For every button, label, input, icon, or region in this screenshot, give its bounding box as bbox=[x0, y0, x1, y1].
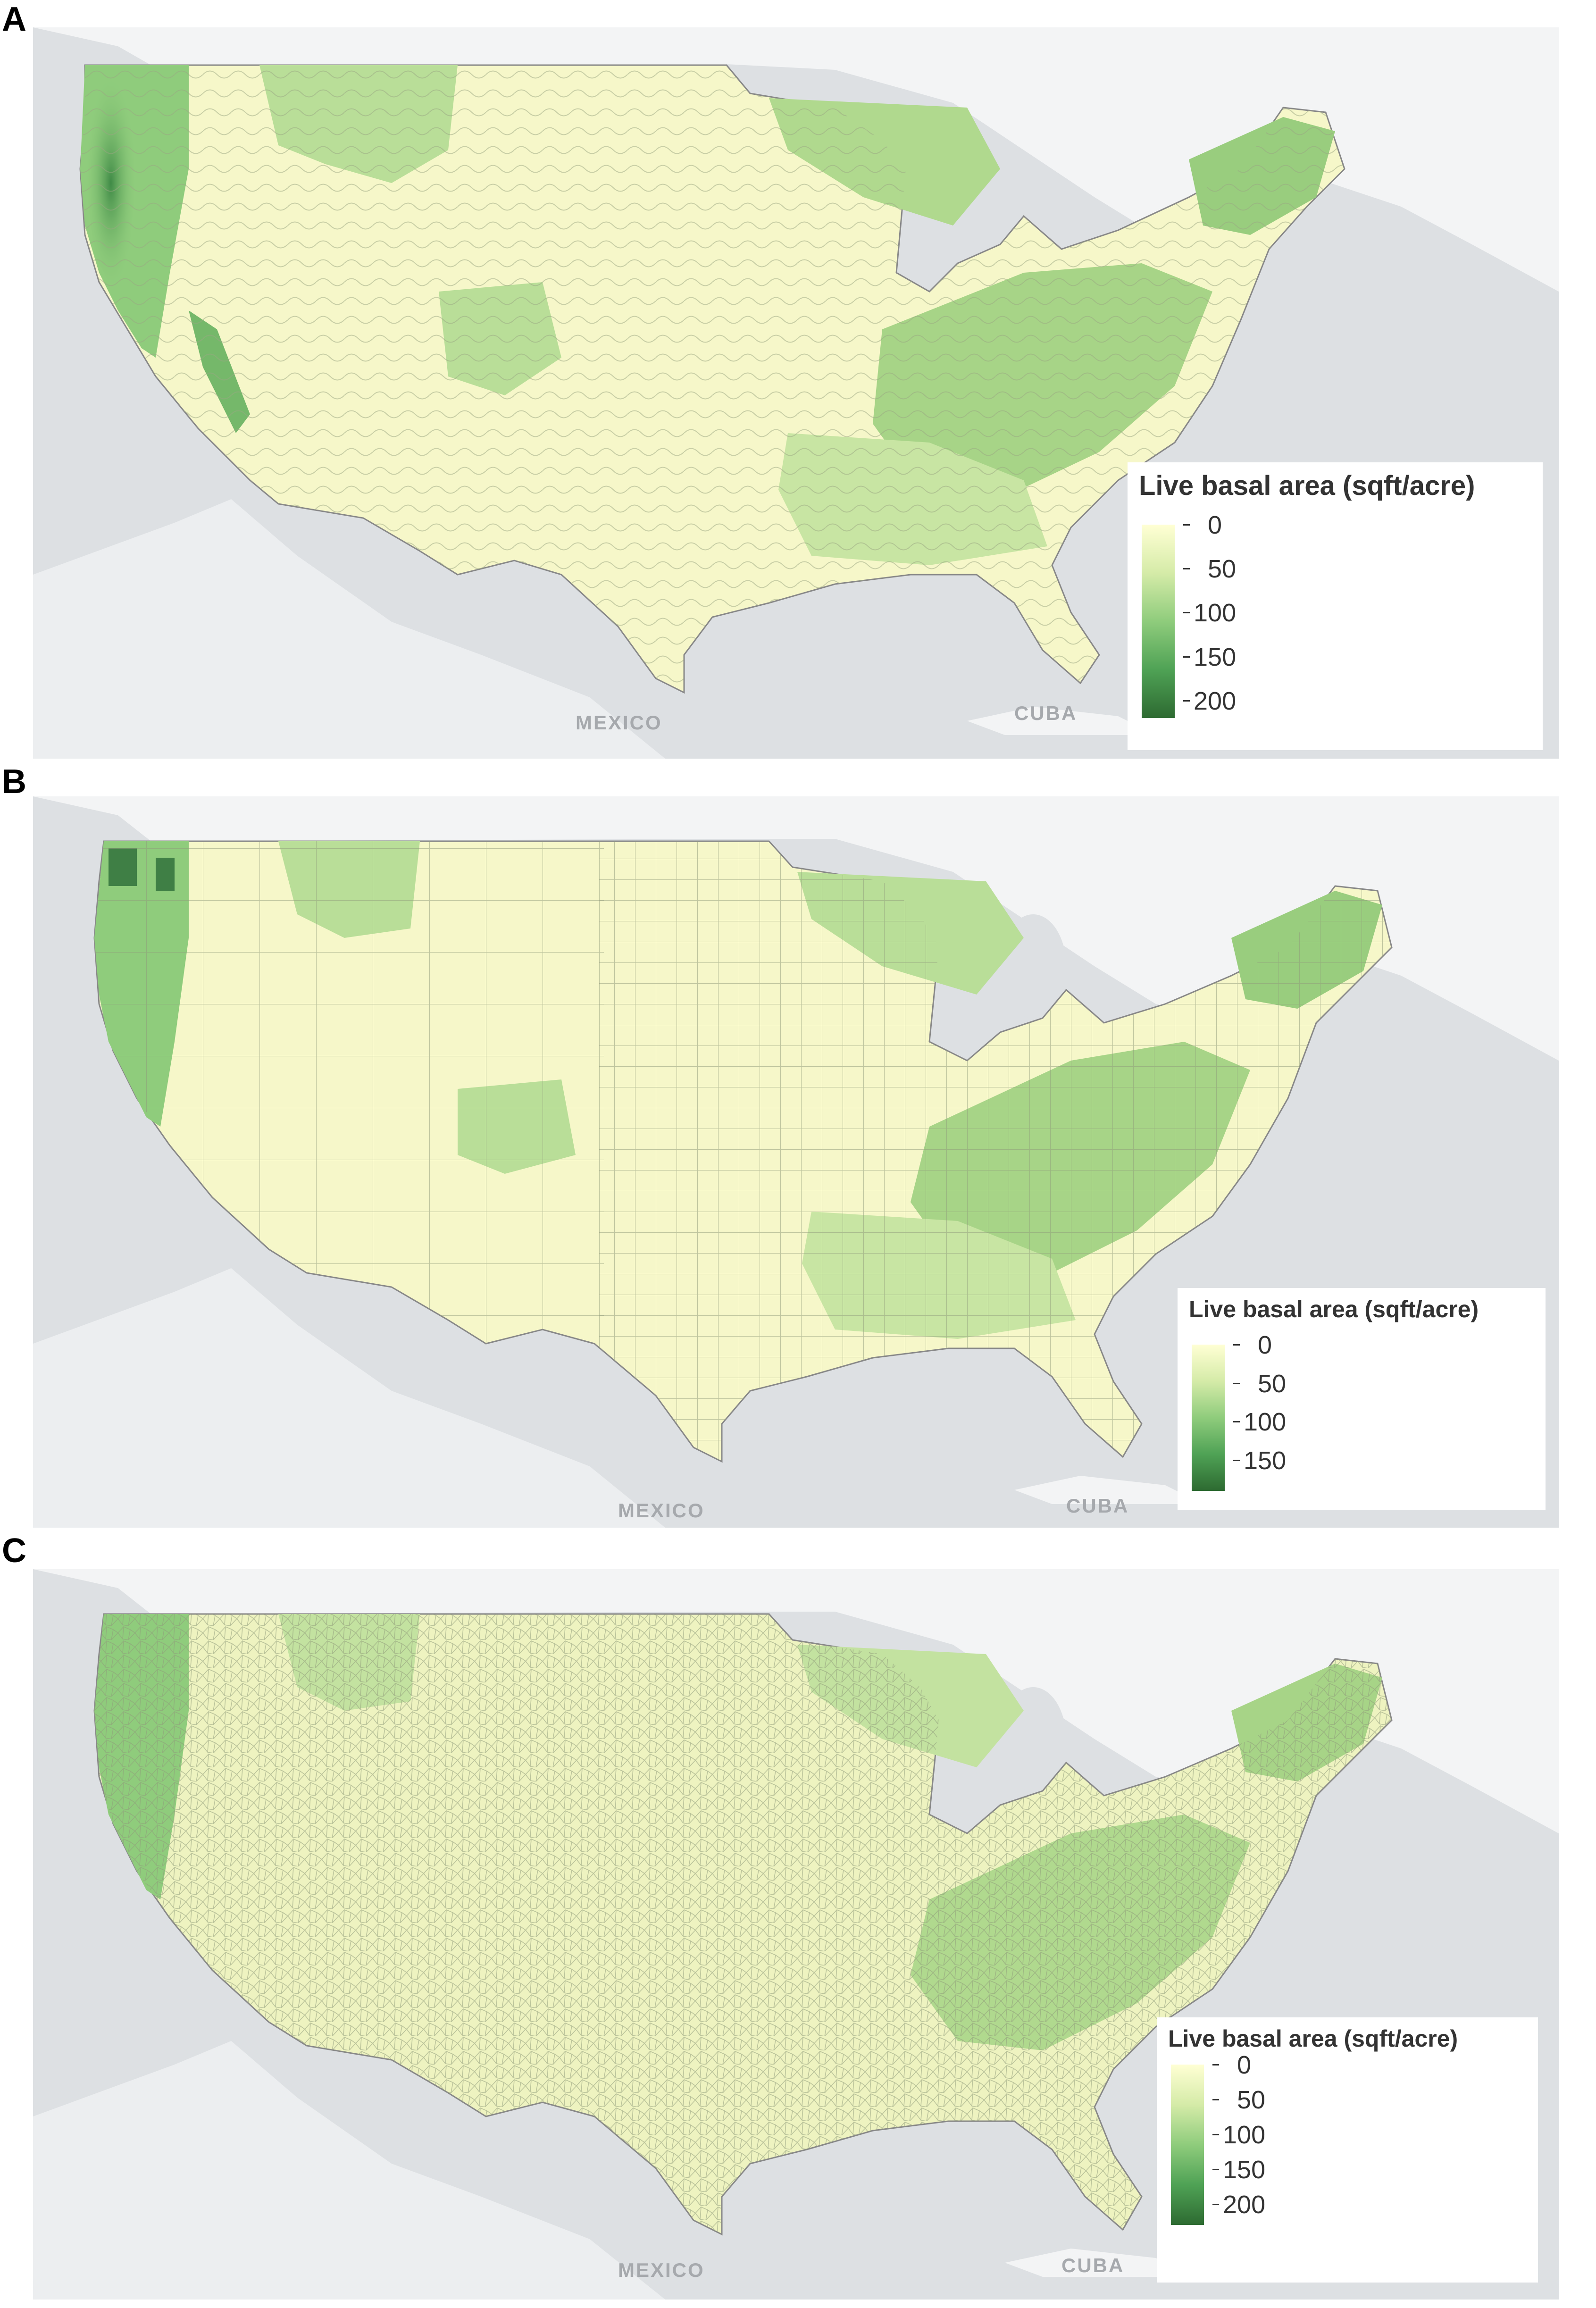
legend-tick-label: 150 bbox=[1223, 2155, 1266, 2184]
cuba-land bbox=[967, 707, 1156, 735]
legend-tick-mark bbox=[1183, 700, 1190, 702]
legend-tick-label: 150 bbox=[1194, 643, 1237, 671]
cuba-land bbox=[1014, 1476, 1203, 1504]
gulf-land-mexico bbox=[33, 1268, 665, 1528]
panel-a-basemap bbox=[33, 27, 1559, 759]
panel-c-letter: C bbox=[2, 1532, 26, 1570]
legend-tick-mark bbox=[1233, 1382, 1240, 1384]
legend-tick-mark bbox=[1233, 1344, 1240, 1346]
label-cuba: CUBA bbox=[1066, 1495, 1129, 1517]
legend-tick-mark bbox=[1183, 612, 1190, 614]
panel-b-basemap bbox=[33, 796, 1559, 1528]
legend-color-ramp bbox=[1142, 525, 1175, 718]
panel-c-legend: Live basal area (sqft/acre) 0 50 100 150 200 bbox=[1157, 2017, 1538, 2283]
gulf-land-mexico bbox=[33, 499, 665, 759]
legend-tick-label: 50 bbox=[1208, 555, 1237, 584]
legend-tick-label: 200 bbox=[1194, 686, 1237, 715]
legend-tick-mark bbox=[1233, 1421, 1240, 1423]
legend-tick-mark bbox=[1212, 2168, 1219, 2170]
legend-tick-mark bbox=[1212, 2133, 1219, 2135]
panel-a-letter: A bbox=[2, 0, 26, 38]
label-mexico: MEXICO bbox=[576, 711, 662, 734]
panel-b-map[interactable]: MEXICO CUBA Live basal area (sqft/acre) … bbox=[33, 796, 1559, 1528]
legend-color-ramp bbox=[1192, 1345, 1225, 1491]
label-cuba: CUBA bbox=[1014, 702, 1078, 724]
legend-tick-label: 50 bbox=[1237, 2085, 1266, 2114]
legend-tick-mark bbox=[1183, 656, 1190, 658]
gulf-land-mexico bbox=[33, 2041, 665, 2300]
panel-a-legend: Live basal area (sqft/acre) 0 50 100 150 200 bbox=[1128, 462, 1543, 750]
legend-tick-mark bbox=[1212, 2099, 1219, 2100]
legend-tick-label: 100 bbox=[1194, 599, 1237, 627]
legend-tick-label: 0 bbox=[1237, 2051, 1252, 2079]
panel-b-letter: B bbox=[2, 763, 26, 801]
legend-tick-label: 100 bbox=[1223, 2120, 1266, 2149]
panel-a-map[interactable]: MEXICO CUBA Live basal area (sqft/acre) … bbox=[33, 27, 1559, 759]
legend-tick-mark bbox=[1233, 1459, 1240, 1461]
legend-tick-mark bbox=[1183, 568, 1190, 570]
legend-tick-label: 100 bbox=[1244, 1408, 1287, 1437]
legend-tick-mark bbox=[1212, 2064, 1219, 2065]
canada-land bbox=[33, 1569, 1559, 1833]
legend-tick-label: 0 bbox=[1258, 1331, 1272, 1359]
legend-tick-label: 200 bbox=[1223, 2190, 1266, 2219]
panel-b-legend: Live basal area (sqft/acre) 0 50 100 150 bbox=[1178, 1288, 1546, 1510]
label-mexico: MEXICO bbox=[618, 2259, 705, 2281]
legend-color-ramp bbox=[1171, 2065, 1204, 2225]
panel-c-map[interactable]: MEXICO CUBA Live basal area (sqft/acre) … bbox=[33, 1569, 1559, 2300]
canada-land bbox=[33, 796, 1559, 1061]
legend-title: Live basal area (sqft/acre) bbox=[1168, 2025, 1458, 2052]
label-cuba: CUBA bbox=[1061, 2254, 1125, 2276]
legend-title: Live basal area (sqft/acre) bbox=[1189, 1296, 1479, 1322]
panel-c-basemap bbox=[33, 1569, 1559, 2300]
legend-tick-label: 0 bbox=[1208, 511, 1222, 539]
legend-tick-mark bbox=[1183, 524, 1190, 526]
legend-tick-label: 150 bbox=[1244, 1446, 1287, 1475]
cuba-land bbox=[1005, 2249, 1194, 2277]
legend-tick-mark bbox=[1212, 2203, 1219, 2205]
legend-title: Live basal area (sqft/acre) bbox=[1139, 470, 1475, 501]
label-mexico: MEXICO bbox=[618, 1499, 705, 1522]
legend-tick-label: 50 bbox=[1258, 1369, 1287, 1398]
